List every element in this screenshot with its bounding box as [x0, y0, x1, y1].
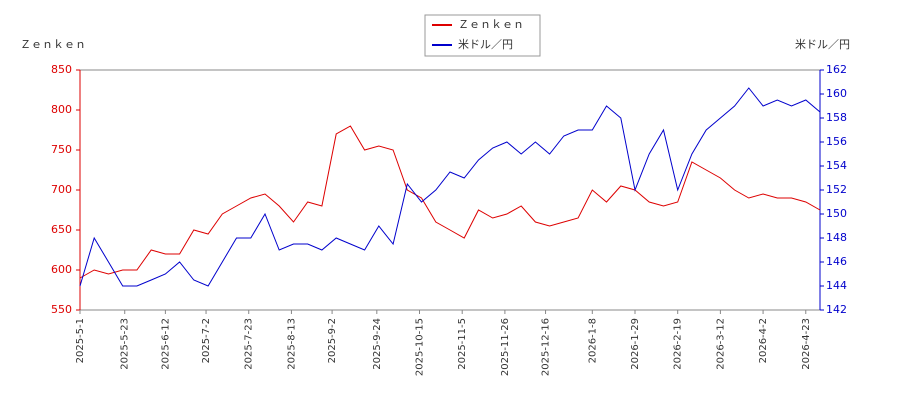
y2-axis-label: 米ドル／円	[795, 38, 850, 51]
y2-tick-label: 158	[826, 111, 847, 124]
legend-box	[424, 14, 541, 57]
y2-tick-label: 152	[826, 183, 847, 196]
x-tick-label: 2025-7-2	[201, 318, 212, 363]
x-tick-label: 2026-4-23	[801, 318, 812, 370]
y2-tick-label: 150	[826, 207, 847, 220]
x-tick-label: 2025-5-23	[120, 318, 131, 370]
x-tick-label: 2025-7-23	[244, 318, 255, 370]
y2-tick-label: 146	[826, 255, 847, 268]
series-line	[79, 87, 821, 287]
y2-tick-label: 144	[826, 279, 847, 292]
y-tick-label: 850	[51, 63, 72, 76]
x-tick-label: 2026-1-8	[587, 318, 598, 363]
y2-tick-label: 142	[826, 303, 847, 316]
x-tick-label: 2025-5-1	[75, 318, 86, 363]
y-tick-label: 800	[51, 103, 72, 116]
y2-tick-label: 160	[826, 87, 847, 100]
x-tick-label: 2025-10-15	[415, 318, 426, 376]
y-tick-label: 650	[51, 223, 72, 236]
x-tick-label: 2026-3-12	[715, 318, 726, 370]
y2-tick-label: 162	[826, 63, 847, 76]
x-tick-label: 2025-11-5	[457, 318, 468, 370]
x-tick-label: 2026-1-29	[630, 318, 641, 370]
y2-tick-label: 148	[826, 231, 847, 244]
x-tick-label: 2025-9-2	[327, 318, 338, 363]
y2-tick-label: 154	[826, 159, 847, 172]
legend-label: 米ドル／円	[458, 38, 513, 51]
plot-frame	[79, 69, 821, 311]
x-tick-label: 2025-8-13	[286, 318, 297, 370]
y-tick-label: 550	[51, 303, 72, 316]
x-tick-label: 2025-11-26	[500, 318, 511, 376]
y-axis-label: Ｚｅｎｋｅｎ	[20, 38, 86, 51]
x-tick-label: 2026-4-2	[758, 318, 769, 363]
legend-label: Ｚｅｎｋｅｎ	[458, 18, 524, 31]
x-tick-label: 2026-2-19	[673, 318, 684, 370]
y-tick-label: 700	[51, 183, 72, 196]
x-tick-label: 2025-6-12	[160, 318, 171, 370]
x-tick-label: 2025-12-16	[541, 318, 552, 376]
x-tick-label: 2025-9-24	[372, 318, 383, 370]
y-tick-label: 750	[51, 143, 72, 156]
series-line	[79, 125, 821, 279]
y2-tick-label: 156	[826, 135, 847, 148]
y-tick-label: 600	[51, 263, 72, 276]
